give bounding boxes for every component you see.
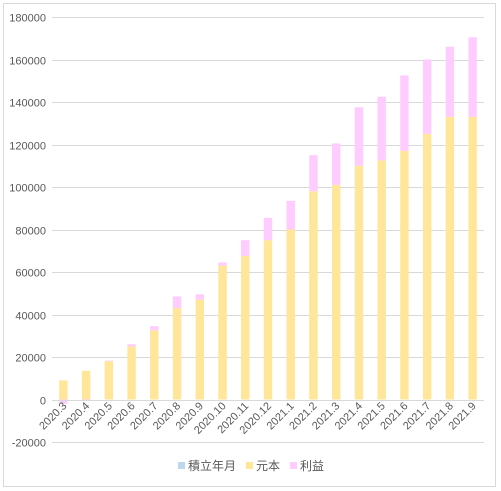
bar-segment-series-1 xyxy=(400,150,409,400)
bar-segment-series-2 xyxy=(263,217,273,241)
bar-segment-series-2 xyxy=(127,344,136,347)
y-tick-label: 20000 xyxy=(15,353,46,365)
bar-segment-series-2 xyxy=(172,296,182,309)
bar-segment-series-2 xyxy=(354,107,364,166)
chart-frame xyxy=(3,3,496,487)
y-tick-label: 40000 xyxy=(15,311,46,323)
bar-segment-series-1 xyxy=(309,191,318,400)
bar-segment-series-2 xyxy=(59,399,68,404)
legend-label: 積立年月 xyxy=(188,458,236,473)
bar-segment-series-1 xyxy=(445,116,455,400)
bar-segment-series-2 xyxy=(332,143,341,185)
bar-segment-series-1 xyxy=(150,330,159,400)
bar-segment-series-1 xyxy=(59,380,68,400)
legend-swatch xyxy=(246,462,253,469)
bar-segment-series-2 xyxy=(468,37,477,117)
bars xyxy=(59,37,477,404)
y-tick-label: 80000 xyxy=(15,226,46,238)
bar-segment-series-1 xyxy=(354,165,364,400)
legend: 積立年月 元本 利益 xyxy=(178,458,324,473)
y-tick-label: 100000 xyxy=(9,183,46,195)
legend-label: 元本 xyxy=(256,459,280,473)
gridlines xyxy=(52,17,484,443)
bar-segment-series-2 xyxy=(422,59,432,134)
y-tick-label: -20000 xyxy=(12,438,46,450)
bar-segment-series-2 xyxy=(218,262,227,266)
bar-segment-series-2 xyxy=(400,75,409,151)
bar-segment-series-2 xyxy=(150,326,159,331)
y-tick-label: 140000 xyxy=(9,98,46,110)
bar-segment-series-1 xyxy=(81,370,91,400)
y-tick-label: 60000 xyxy=(15,268,46,280)
bar-segment-series-1 xyxy=(332,184,341,400)
bar-segment-series-1 xyxy=(241,256,250,400)
bar-segment-series-1 xyxy=(127,346,136,400)
y-tick-label: 0 xyxy=(40,396,46,408)
legend-swatch xyxy=(290,462,297,469)
bar-segment-series-2 xyxy=(445,46,455,117)
bar-segment-series-2 xyxy=(309,155,318,192)
bar-segment-series-1 xyxy=(377,160,386,400)
bar-segment-series-1 xyxy=(172,308,182,400)
y-tick-label: 180000 xyxy=(9,13,46,25)
bar-segment-series-1 xyxy=(218,265,227,400)
bar-segment-series-1 xyxy=(104,361,114,400)
bar-segment-series-2 xyxy=(286,200,295,230)
bar-segment-series-2 xyxy=(377,96,386,161)
bar-segment-series-2 xyxy=(241,240,250,257)
y-axis-tick-labels: -20000 0 20000 40000 60000 80000 100000 120000 1… xyxy=(9,13,46,450)
legend-swatch xyxy=(178,462,185,469)
bar-segment-series-1 xyxy=(263,240,273,400)
bar-segment-series-1 xyxy=(286,229,295,400)
bar-segment-series-1 xyxy=(468,116,477,400)
y-tick-label: 160000 xyxy=(9,56,46,68)
bar-segment-series-2 xyxy=(195,294,204,300)
y-tick-label: 120000 xyxy=(9,141,46,153)
bar-segment-series-2 xyxy=(104,360,114,362)
x-axis-tick-labels: 2020.32020.42020.52020.62020.72020.82020… xyxy=(37,400,479,437)
bar-segment-series-1 xyxy=(422,133,432,400)
bar-segment-series-1 xyxy=(195,299,204,400)
legend-label: 利益 xyxy=(300,459,324,473)
